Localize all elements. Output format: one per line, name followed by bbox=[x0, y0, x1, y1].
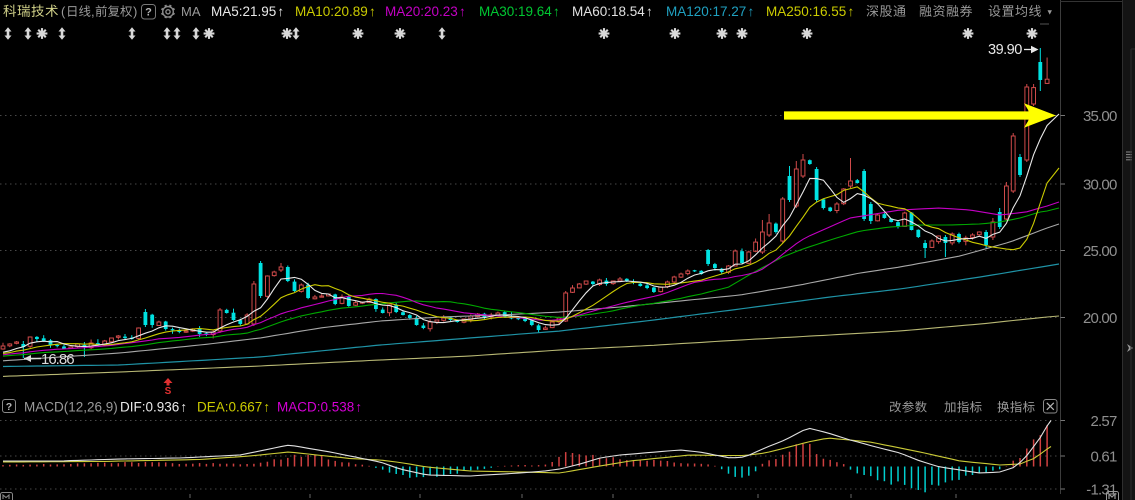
svg-text:-1.31: -1.31 bbox=[1086, 481, 1117, 498]
svg-text:?: ? bbox=[6, 401, 12, 413]
svg-text:MA30:19.64 ↑: MA30:19.64 ↑ bbox=[479, 4, 560, 19]
svg-text:DIF:0.936 ↑: DIF:0.936 ↑ bbox=[120, 400, 187, 415]
svg-text:(: ( bbox=[61, 4, 66, 19]
svg-text:?: ? bbox=[145, 7, 152, 19]
svg-text:MA20:20.23 ↑: MA20:20.23 ↑ bbox=[385, 4, 466, 19]
svg-text:25.00: 25.00 bbox=[1083, 243, 1117, 260]
svg-text:39.90: 39.90 bbox=[988, 42, 1022, 58]
svg-text:MACD:0.538 ↑: MACD:0.538 ↑ bbox=[277, 400, 362, 415]
svg-text:): ) bbox=[133, 4, 137, 19]
svg-text:35.00: 35.00 bbox=[1083, 108, 1117, 125]
svg-text:MA250:16.55 ↑: MA250:16.55 ↑ bbox=[766, 4, 854, 19]
svg-text:▼: ▼ bbox=[1046, 8, 1053, 17]
svg-text:MA120:17.27 ↑: MA120:17.27 ↑ bbox=[666, 4, 754, 19]
svg-text:MA60:18.54 ↑: MA60:18.54 ↑ bbox=[572, 4, 653, 19]
svg-text:MACD(12,26,9): MACD(12,26,9) bbox=[24, 400, 118, 415]
svg-text:MA10:20.89 ↑: MA10:20.89 ↑ bbox=[295, 4, 376, 19]
svg-text:0.61: 0.61 bbox=[1091, 448, 1117, 465]
svg-text:MA5:21.95 ↑: MA5:21.95 ↑ bbox=[211, 4, 284, 19]
svg-text:20.00: 20.00 bbox=[1083, 310, 1117, 327]
svg-text:,: , bbox=[91, 4, 95, 19]
svg-text:S: S bbox=[165, 386, 172, 397]
svg-text:2.57: 2.57 bbox=[1091, 413, 1117, 430]
svg-text:30.00: 30.00 bbox=[1083, 176, 1117, 193]
svg-text:16.86: 16.86 bbox=[41, 351, 74, 368]
svg-text:DEA:0.667 ↑: DEA:0.667 ↑ bbox=[197, 400, 270, 415]
svg-text:MA: MA bbox=[181, 4, 201, 19]
